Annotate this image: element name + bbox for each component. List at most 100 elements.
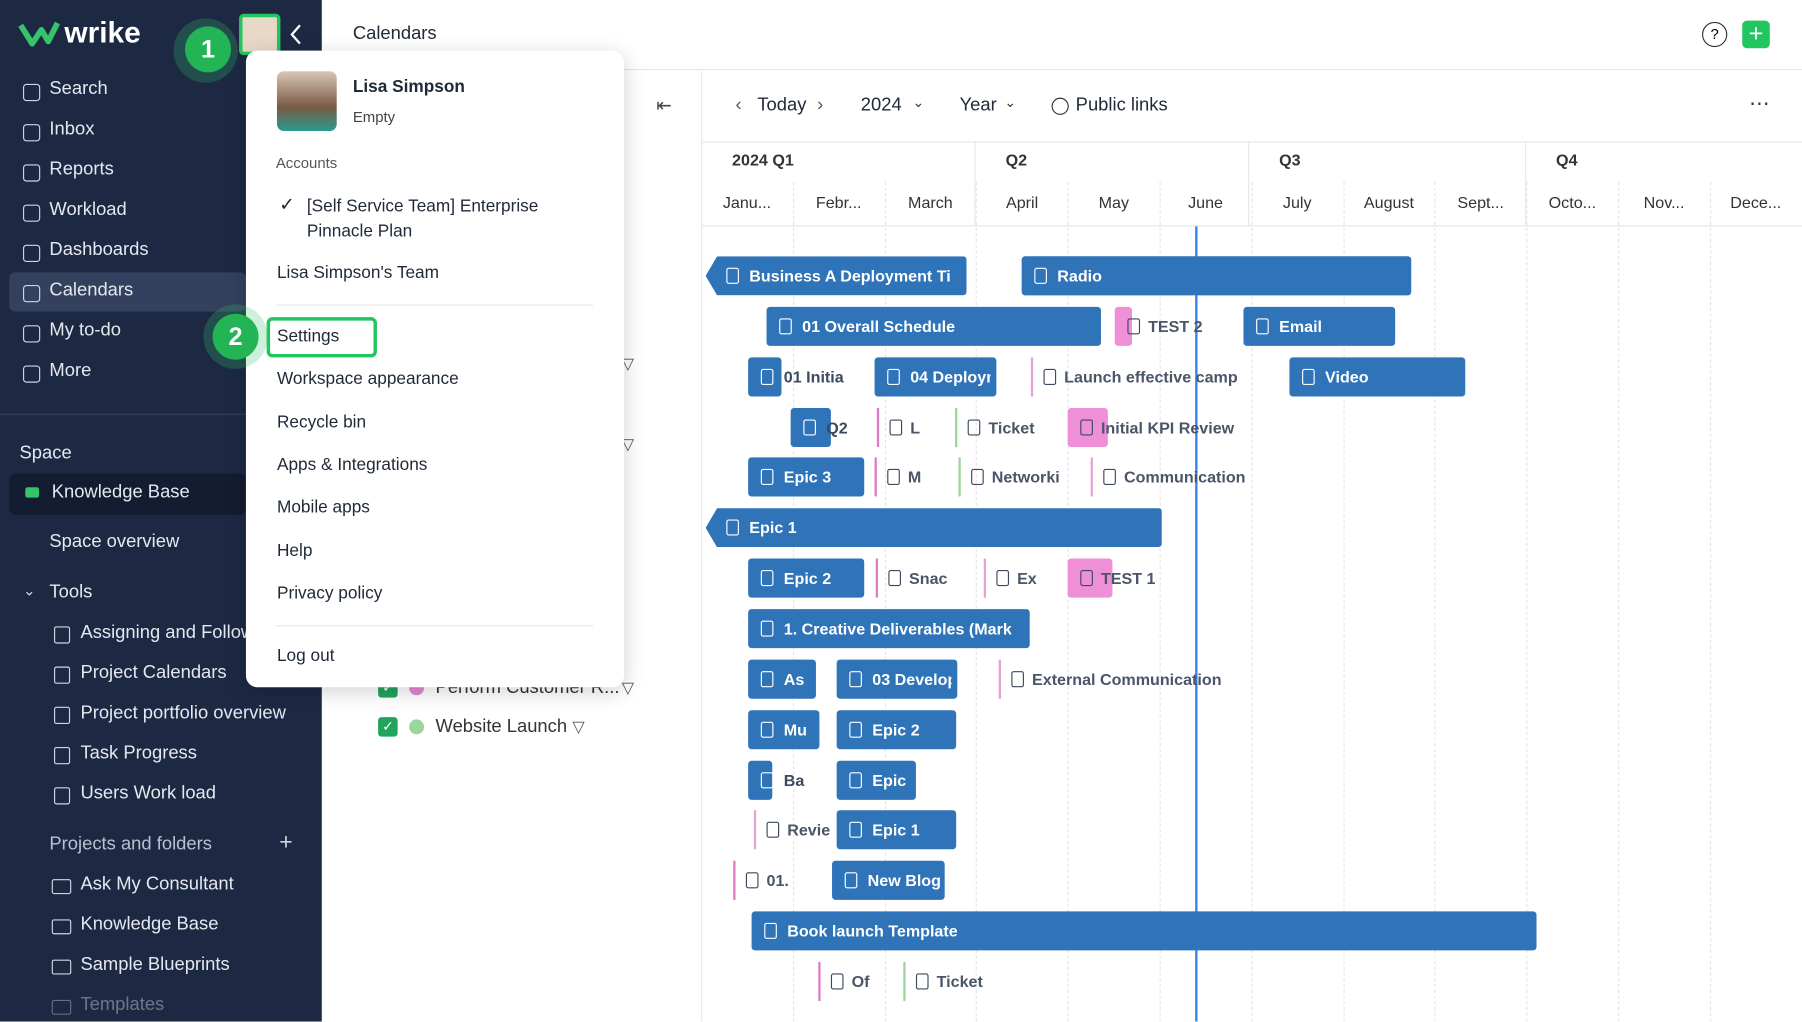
task-bar[interactable] xyxy=(705,256,967,296)
nav-item[interactable]: Inbox xyxy=(49,119,95,140)
task-label[interactable]: Ticket xyxy=(936,972,983,991)
tool-item[interactable]: Project Calendars xyxy=(80,663,227,683)
task-label[interactable]: Book launch Template xyxy=(787,921,958,941)
task-bar[interactable] xyxy=(748,709,820,749)
task-label[interactable]: 01 Overall Schedule xyxy=(802,317,956,336)
tool-item[interactable]: Task Progress xyxy=(80,743,197,764)
task-label[interactable]: M xyxy=(907,468,922,487)
account[interactable]: [Self Service Team] Enterprise Pinnacle … xyxy=(306,196,539,242)
task-label[interactable]: Snac xyxy=(909,568,948,588)
task-label[interactable]: 03 Develop xyxy=(872,669,952,689)
nav-item[interactable]: Calendars xyxy=(49,280,134,300)
menu-item[interactable]: Help xyxy=(276,540,313,561)
task-label[interactable]: Initial KPI Review xyxy=(1100,417,1235,437)
task-label[interactable]: Epic 3 xyxy=(783,468,832,487)
nav-item[interactable]: Dashboards xyxy=(49,240,149,260)
collapse-panel[interactable]: ⇤ xyxy=(656,96,672,117)
task-bar[interactable] xyxy=(766,306,1101,346)
task-label[interactable]: Ex xyxy=(1017,568,1037,588)
menu-item[interactable]: Recycle bin xyxy=(276,412,367,432)
task-bar[interactable] xyxy=(832,860,945,901)
space-name[interactable]: Knowledge Base xyxy=(51,482,190,503)
task-label[interactable]: Epic 3 xyxy=(872,770,910,789)
task-bar[interactable] xyxy=(748,760,773,800)
project-item[interactable]: Templates xyxy=(80,995,165,1015)
task-label[interactable]: Epic 1 xyxy=(749,518,797,537)
space-overview[interactable]: Space overview xyxy=(49,532,180,552)
task-bar[interactable] xyxy=(748,457,865,497)
collapse-icon[interactable] xyxy=(290,23,304,46)
task-label[interactable]: External Communication xyxy=(1032,669,1222,689)
today-button[interactable]: Today xyxy=(757,95,807,115)
task-label[interactable]: Business A Deployment Ti xyxy=(749,266,951,286)
task-label[interactable]: Radio xyxy=(1057,266,1102,286)
task-label[interactable]: TEST 2 xyxy=(1148,317,1203,336)
task-label[interactable]: Networki xyxy=(991,468,1060,487)
nav-item[interactable]: My to-do xyxy=(49,320,121,341)
team[interactable]: Lisa Simpson's Team xyxy=(276,263,439,283)
avatar-button[interactable] xyxy=(239,13,281,56)
task-label[interactable]: 01 Initia xyxy=(783,367,844,386)
task-label[interactable]: Epic 1 xyxy=(872,820,920,840)
task-bar[interactable] xyxy=(751,911,1537,951)
nav-item[interactable]: Search xyxy=(49,79,108,99)
menu-item[interactable]: Privacy policy xyxy=(276,583,383,604)
menu-item[interactable]: Workspace appearance xyxy=(276,369,459,389)
task-label[interactable]: Communication xyxy=(1123,468,1246,487)
task-bar[interactable] xyxy=(748,609,1030,649)
task-label[interactable]: Epic 2 xyxy=(872,720,920,739)
task-bar[interactable] xyxy=(1243,306,1396,346)
menu-item[interactable]: Apps & Integrations xyxy=(276,454,428,475)
task-label[interactable]: Of xyxy=(851,972,870,991)
task-label[interactable]: 01. xyxy=(766,871,789,890)
tool-item[interactable]: Project portfolio overview xyxy=(80,703,286,723)
task-bar[interactable] xyxy=(836,709,957,749)
add-button[interactable]: + xyxy=(1742,20,1770,49)
project-item[interactable]: Ask My Consultant xyxy=(80,874,234,895)
year-select[interactable]: 2024 xyxy=(860,95,902,115)
nav-item[interactable]: Workload xyxy=(49,199,127,220)
task-label[interactable]: Epic 2 xyxy=(783,568,832,588)
project-item[interactable]: Sample Blueprints xyxy=(80,955,230,975)
task-label[interactable]: Video xyxy=(1325,367,1369,386)
task-bar[interactable] xyxy=(1289,357,1466,397)
month-gridline xyxy=(1159,181,1161,1022)
more-button[interactable]: ⋯ xyxy=(1749,91,1770,115)
task-bar[interactable] xyxy=(748,659,816,699)
task-bar[interactable] xyxy=(874,357,997,397)
task-label[interactable]: New Blog Content Project xyxy=(867,871,1066,890)
task-label[interactable]: 1. Creative Deliverables (Mark xyxy=(783,619,1012,638)
task-label[interactable]: Ticket xyxy=(988,417,1035,437)
menu-item[interactable]: Settings xyxy=(276,326,340,346)
section-label[interactable]: Projects and folders xyxy=(49,834,212,854)
task-bar[interactable] xyxy=(748,357,782,397)
task-bar[interactable] xyxy=(836,659,958,699)
task-label[interactable]: Mu xyxy=(783,720,808,739)
task-label[interactable]: Revie xyxy=(787,820,831,840)
tool-item[interactable]: Users Work load xyxy=(80,783,217,804)
task-bar[interactable] xyxy=(748,558,865,598)
task-label[interactable]: TEST 1 xyxy=(1100,568,1156,588)
tool-item[interactable]: Assigning and Follow xyxy=(80,622,255,643)
project-item[interactable]: Knowledge Base xyxy=(80,914,219,935)
task-label[interactable]: As xyxy=(783,669,805,689)
task-label[interactable]: Ba xyxy=(783,770,805,789)
space-select[interactable] xyxy=(9,473,246,515)
task-label[interactable]: L xyxy=(910,417,921,437)
task-label[interactable]: Launch effective camp xyxy=(1064,367,1238,386)
section-label[interactable]: Tools xyxy=(49,582,93,603)
task-bar[interactable] xyxy=(705,508,1162,548)
nav-item[interactable]: Reports xyxy=(49,159,114,180)
task-bar[interactable] xyxy=(836,810,957,850)
logout[interactable]: Log out xyxy=(276,645,335,666)
task-label[interactable]: Q2 xyxy=(826,417,848,437)
menu-item[interactable]: Mobile apps xyxy=(276,497,370,518)
task-label[interactable]: 04 Deploym xyxy=(910,367,990,386)
scale-select[interactable]: Year xyxy=(959,95,997,115)
nav-item[interactable]: More xyxy=(49,360,92,381)
task-label[interactable]: Email xyxy=(1279,317,1323,336)
public-links[interactable]: Public links xyxy=(1075,95,1168,115)
calendar-name[interactable]: Website Launch xyxy=(435,717,568,737)
task-bar[interactable] xyxy=(1021,256,1412,296)
task-bar[interactable] xyxy=(790,407,831,447)
